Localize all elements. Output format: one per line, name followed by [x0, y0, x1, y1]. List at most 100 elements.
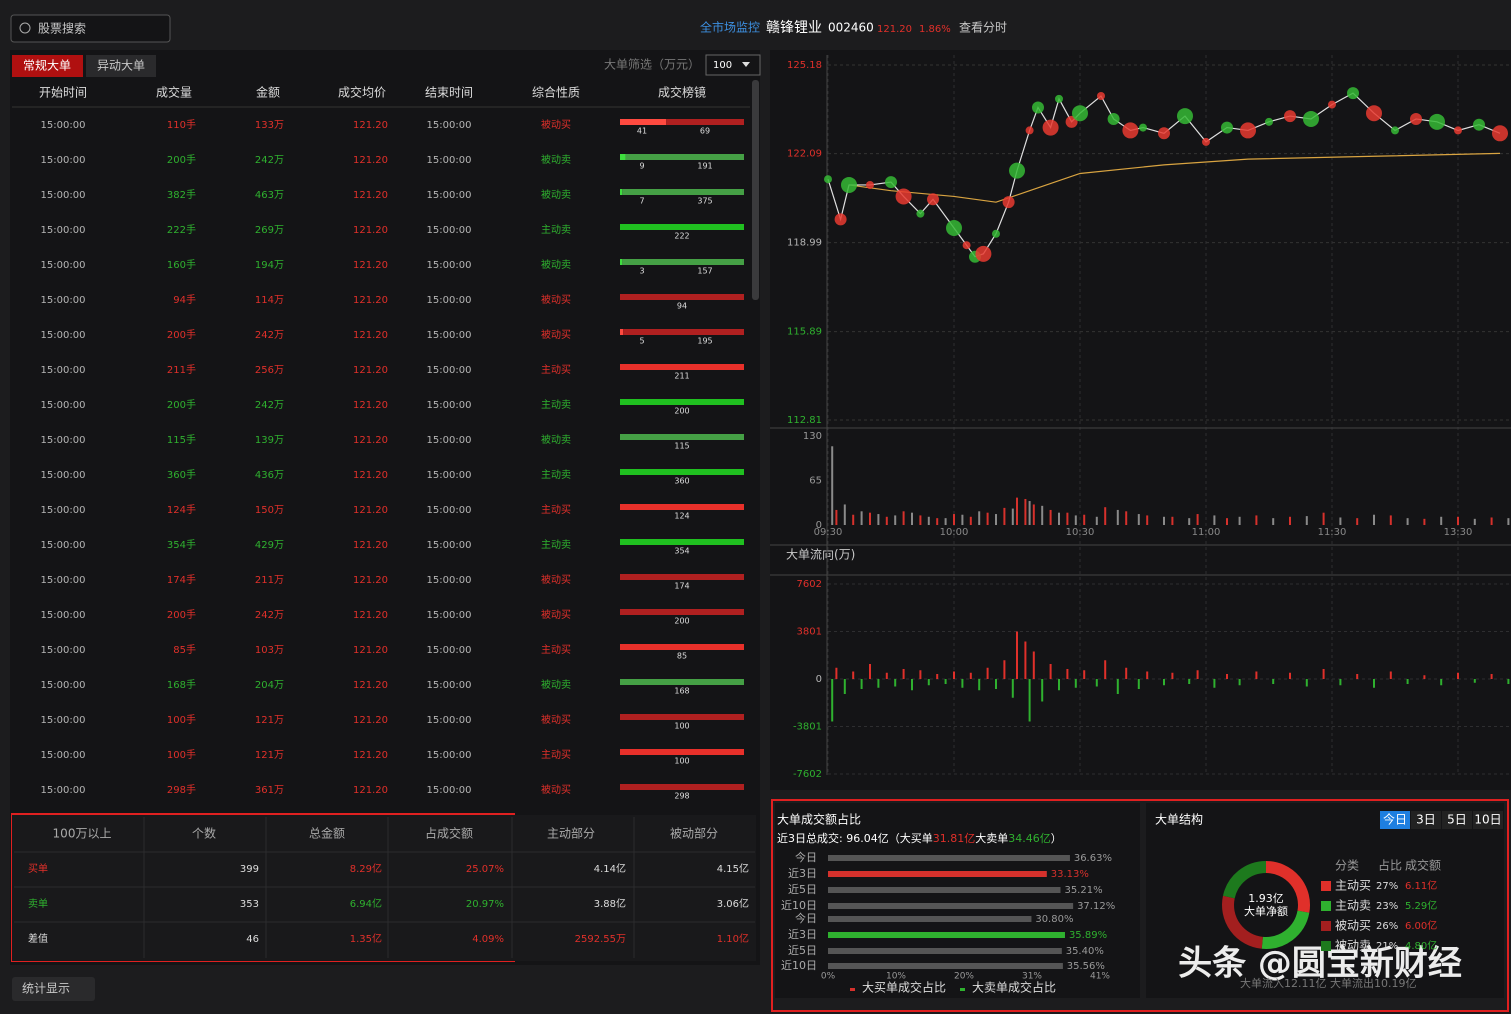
flow-bar — [1507, 679, 1510, 684]
volume-bar — [1146, 515, 1149, 525]
start-time: 15:00:00 — [41, 330, 86, 341]
volume-bar — [1083, 514, 1086, 525]
structure-title: 大单结构 — [1155, 812, 1203, 827]
end-time: 15:00:00 — [427, 155, 472, 166]
volume-bar — [1507, 518, 1510, 525]
trade-dot — [834, 213, 847, 226]
ratio-x-tick: 41% — [1090, 972, 1110, 982]
volume: 211手 — [167, 363, 196, 376]
volume: 115手 — [167, 433, 196, 446]
start-time: 15:00:00 — [41, 715, 86, 726]
volume-bar — [869, 512, 871, 525]
flow-bar — [944, 679, 947, 684]
volume-tick-label: 65 — [809, 476, 822, 487]
volume: 298手 — [167, 783, 196, 796]
summary-bg — [12, 815, 756, 961]
monitor-link[interactable]: 全市场监控 — [700, 20, 760, 35]
view-link[interactable]: 查看分时 — [959, 21, 1007, 35]
volume-bar — [1272, 518, 1275, 525]
flow-bar — [1188, 679, 1191, 684]
tab-active[interactable] — [12, 55, 83, 77]
mirror-label: 360 — [674, 477, 689, 486]
trade-dot — [1429, 113, 1445, 130]
period-tab[interactable] — [1473, 811, 1503, 829]
end-time: 15:00:00 — [427, 680, 472, 691]
time-label: 13:30 — [1444, 527, 1473, 538]
volume-bar — [1238, 516, 1241, 525]
trade-dot — [946, 220, 962, 237]
trade-dot — [1328, 100, 1336, 109]
mirror-left-label: 7 — [639, 197, 644, 206]
ratio-x-tick: 20% — [954, 972, 974, 982]
nature: 被动买 — [541, 783, 571, 796]
start-time: 15:00:00 — [41, 365, 86, 376]
period-tab[interactable] — [1380, 811, 1410, 829]
flow-bar — [1289, 672, 1291, 679]
tab[interactable] — [86, 55, 156, 77]
volume: 100手 — [167, 713, 196, 726]
mirror-bar — [620, 714, 744, 720]
avg-price: 121.20 — [353, 505, 388, 516]
start-time: 15:00:00 — [41, 575, 86, 586]
structure-share: 26% — [1376, 921, 1398, 932]
period-tab[interactable] — [1442, 811, 1472, 829]
flow-bar — [1146, 671, 1149, 679]
ratio-summary: 大卖单 — [975, 831, 1008, 845]
volume-bar — [1028, 501, 1031, 525]
volume-bar — [902, 511, 905, 525]
summary-cell: 买单 — [28, 863, 48, 875]
flow-bar — [877, 679, 880, 688]
period-label[interactable]: 5日 — [1447, 813, 1467, 827]
stats-button[interactable] — [12, 977, 95, 1001]
end-time: 15:00:00 — [427, 120, 472, 131]
volume-bar — [1440, 516, 1443, 525]
volume-bar — [860, 511, 863, 525]
tab-label[interactable]: 常规大单 — [23, 58, 71, 73]
volume-bar — [1074, 515, 1077, 525]
avg-price: 121.20 — [353, 610, 388, 621]
trade-dot — [1221, 121, 1233, 134]
period-label[interactable]: 3日 — [1416, 813, 1436, 827]
structure-amount: 4.80亿 — [1405, 939, 1437, 952]
search-box[interactable] — [10, 14, 171, 43]
end-time: 15:00:00 — [427, 610, 472, 621]
filter-value[interactable]: 100 — [713, 60, 732, 71]
flow-bar — [885, 672, 888, 679]
legend-swatch — [1321, 921, 1331, 931]
volume-bar — [1011, 508, 1014, 525]
volume: 110手 — [167, 118, 196, 131]
volume-bar — [877, 514, 880, 525]
ratio-category: 今日 — [795, 850, 817, 864]
end-time: 15:00:00 — [427, 400, 472, 411]
start-time: 15:00:00 — [41, 260, 86, 271]
period-tab[interactable] — [1411, 811, 1441, 829]
ratio-value: 30.80% — [1035, 914, 1073, 925]
structure-panel — [1146, 803, 1504, 998]
structure-category: 被动买 — [1335, 919, 1371, 933]
volume-bar — [1356, 518, 1359, 525]
avg-price: 121.20 — [353, 330, 388, 341]
stock-change: 1.86% — [919, 24, 951, 35]
volume-bar — [1016, 497, 1018, 525]
stock-price: 121.20 — [877, 24, 912, 35]
volume-bar — [852, 514, 855, 525]
mirror-bar-right — [625, 154, 744, 160]
mirror-bar — [620, 574, 744, 580]
volume-bar — [1066, 512, 1069, 525]
filter-select[interactable] — [705, 54, 761, 76]
period-label[interactable]: 今日 — [1383, 812, 1407, 827]
trade-dot — [1032, 101, 1044, 114]
tab-label[interactable]: 异动大单 — [97, 59, 145, 73]
flow-bar — [1049, 664, 1052, 679]
search-icon — [19, 22, 31, 34]
flow-bar — [1272, 679, 1275, 684]
start-time: 15:00:00 — [41, 750, 86, 761]
search-placeholder[interactable]: 股票搜索 — [38, 21, 86, 36]
stats-button-label[interactable]: 统计显示 — [22, 982, 70, 996]
period-label[interactable]: 10日 — [1474, 813, 1501, 827]
amount: 463万 — [255, 190, 284, 201]
end-time: 15:00:00 — [427, 190, 472, 201]
flow-bar — [1490, 674, 1493, 679]
summary-cell: 46 — [246, 934, 259, 945]
ratio-x-tick: 31% — [1022, 972, 1042, 982]
